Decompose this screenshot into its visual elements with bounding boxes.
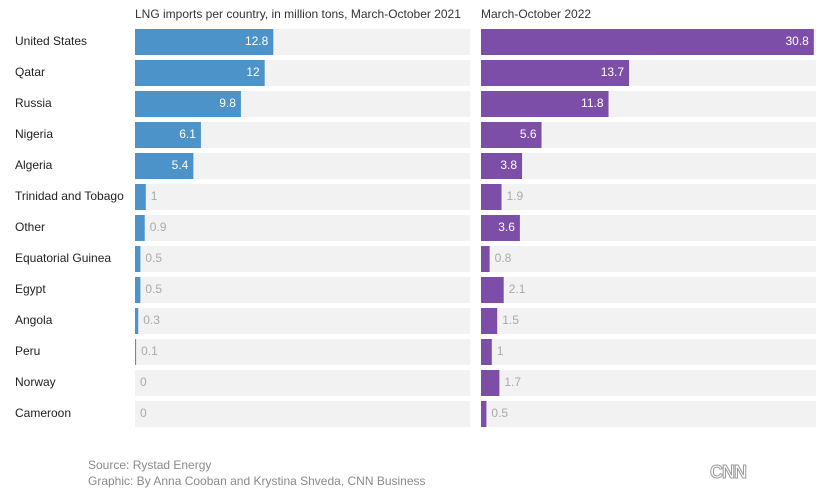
- value-label: 0.5: [491, 406, 508, 420]
- source: Source: Rystad Energy: [88, 458, 211, 472]
- value-label: 0.1: [141, 344, 158, 358]
- value-label: 1: [151, 189, 158, 203]
- category-label: Russia: [15, 96, 52, 110]
- track: [481, 308, 816, 334]
- value-label: 0.3: [143, 313, 160, 327]
- bar: [135, 184, 146, 210]
- track: [481, 153, 816, 179]
- category-label: Trinidad and Tobago: [15, 189, 124, 203]
- credit: Graphic: By Anna Cooban and Krystina Shv…: [88, 474, 426, 488]
- category-label: Egypt: [15, 282, 46, 296]
- value-label: 0.5: [145, 251, 162, 265]
- bar: [135, 122, 201, 148]
- bar: [481, 184, 502, 210]
- track: [135, 401, 470, 427]
- value-label: 13.7: [601, 65, 625, 79]
- value-label: 0.5: [145, 282, 162, 296]
- bar: [135, 91, 241, 117]
- value-label: 1.9: [507, 189, 524, 203]
- bar: [135, 339, 137, 365]
- value-label: 30.8: [785, 34, 809, 48]
- track: [135, 246, 470, 272]
- bar: [135, 246, 141, 272]
- track: [135, 277, 470, 303]
- bar: [481, 91, 609, 117]
- value-label: 0.8: [495, 251, 512, 265]
- bar: [481, 122, 542, 148]
- track: [481, 370, 816, 396]
- category-label: Angola: [15, 313, 53, 327]
- category-label: Peru: [15, 344, 40, 358]
- value-label: 1.7: [504, 375, 521, 389]
- value-label: 5.6: [520, 127, 537, 141]
- bar: [481, 277, 504, 303]
- bar: [481, 370, 500, 396]
- track: [481, 401, 816, 427]
- value-label: 6.1: [179, 127, 196, 141]
- value-label: 12.8: [245, 34, 269, 48]
- category-label: Algeria: [15, 158, 53, 172]
- category-label: Norway: [15, 375, 56, 389]
- panel-title: LNG imports per country, in million tons…: [135, 7, 461, 21]
- value-label: 12: [246, 65, 260, 79]
- value-label: 2.1: [509, 282, 526, 296]
- value-label: 11.8: [581, 96, 604, 110]
- bar: [481, 60, 630, 86]
- track: [481, 339, 816, 365]
- panel-title: March-October 2022: [481, 7, 591, 21]
- value-label: 3.6: [498, 220, 515, 234]
- bar: [481, 215, 520, 241]
- bar: [481, 246, 490, 272]
- track: [135, 308, 470, 334]
- category-label: Cameroon: [15, 406, 71, 420]
- category-label: United States: [15, 34, 87, 48]
- track: [481, 184, 816, 210]
- bar: [135, 308, 139, 334]
- bar: [135, 277, 141, 303]
- track: [135, 184, 470, 210]
- bar: [481, 308, 498, 334]
- track: [481, 246, 816, 272]
- bar: [135, 215, 145, 241]
- value-label: 1.5: [502, 313, 519, 327]
- value-label: 3.8: [500, 158, 517, 172]
- bar: [135, 29, 274, 55]
- value-label: 0.9: [150, 220, 167, 234]
- bar: [135, 153, 194, 179]
- track: [481, 277, 816, 303]
- value-label: 9.8: [219, 96, 236, 110]
- logo: CNN: [710, 462, 746, 482]
- value-label: 0: [140, 406, 147, 420]
- value-label: 0: [140, 375, 147, 389]
- bar: [481, 339, 492, 365]
- track: [481, 215, 816, 241]
- value-label: 1: [497, 344, 504, 358]
- value-label: 5.4: [172, 158, 189, 172]
- bar: [481, 29, 814, 55]
- category-label: Nigeria: [15, 127, 53, 141]
- category-label: Equatorial Guinea: [15, 251, 111, 265]
- track: [135, 370, 470, 396]
- bar: [135, 60, 265, 86]
- track: [135, 339, 470, 365]
- category-label: Other: [15, 220, 45, 234]
- bar: [481, 153, 523, 179]
- category-label: Qatar: [15, 65, 45, 79]
- track: [135, 215, 470, 241]
- bar: [481, 401, 487, 427]
